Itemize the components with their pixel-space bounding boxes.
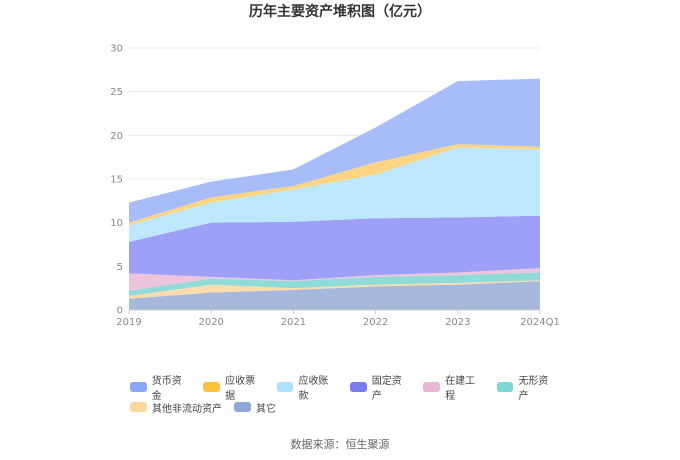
legend-label: 其它 [256, 403, 276, 415]
legend: 货币资金 应收票据 应收账款 固定资产 在建工程 无形资产 其他非流动资产 其它 [130, 376, 570, 417]
area-series-4 [129, 215, 540, 281]
x-tick-label: 2021 [281, 317, 306, 328]
x-tick-label: 2019 [116, 317, 141, 328]
legend-swatch [496, 382, 514, 392]
legend-swatch [130, 402, 147, 412]
area-series-2 [129, 272, 540, 297]
legend-item[interactable]: 货币资金 [130, 372, 191, 402]
legend-label: 货币资金 [151, 376, 182, 402]
y-tick-label: 15 [110, 175, 123, 186]
legend-swatch [349, 382, 367, 392]
legend-item[interactable]: 应收票据 [203, 372, 264, 402]
legend-swatch [130, 382, 147, 392]
legend-label: 应收账款 [298, 376, 329, 402]
legend-row: 货币资金 应收票据 应收账款 固定资产 在建工程 无形资产 [130, 376, 570, 402]
y-tick-label: 10 [110, 218, 123, 229]
legend-item[interactable]: 在建工程 [423, 372, 484, 402]
legend-item[interactable]: 固定资产 [349, 372, 411, 402]
legend-label: 无形资产 [518, 376, 549, 402]
area-series-7 [129, 78, 540, 223]
y-tick-label: 30 [110, 44, 123, 55]
area-series-0 [129, 281, 540, 310]
legend-row: 其他非流动资产 其它 [130, 397, 570, 417]
y-tick-label: 0 [117, 306, 123, 317]
legend-label: 其他非流动资产 [152, 403, 222, 415]
y-tick-label: 20 [110, 131, 123, 142]
data-source: 数据来源：恒生聚源 [290, 438, 390, 451]
x-tick-label: 2023 [445, 317, 470, 328]
x-tick-label: 2024Q1 [520, 317, 560, 328]
legend-label: 在建工程 [445, 376, 476, 402]
legend-label: 固定资产 [371, 376, 402, 402]
area-series [129, 78, 540, 310]
x-tick-label: 2022 [363, 317, 388, 328]
legend-swatch [203, 382, 221, 392]
x-tick-label: 2020 [198, 317, 223, 328]
legend-item[interactable]: 其他非流动资产 [130, 400, 222, 415]
area-series-5 [129, 147, 540, 242]
chart-title: 历年主要资产堆积图（亿元） [249, 3, 431, 20]
area-series-3 [129, 268, 540, 291]
y-tick-label: 5 [117, 262, 123, 273]
y-tick-label: 25 [110, 87, 123, 98]
legend-swatch [276, 382, 294, 392]
legend-item[interactable]: 应收账款 [276, 372, 338, 402]
axes: 0 5 10 15 20 25 30 2019 2020 2021 2022 2023 2024Q1 [110, 44, 560, 329]
legend-item[interactable]: 无形资产 [496, 372, 558, 402]
legend-label: 应收票据 [225, 376, 256, 402]
legend-swatch [423, 382, 441, 392]
area-series-1 [129, 280, 540, 299]
legend-item[interactable]: 其它 [234, 400, 276, 415]
legend-swatch [234, 402, 251, 412]
